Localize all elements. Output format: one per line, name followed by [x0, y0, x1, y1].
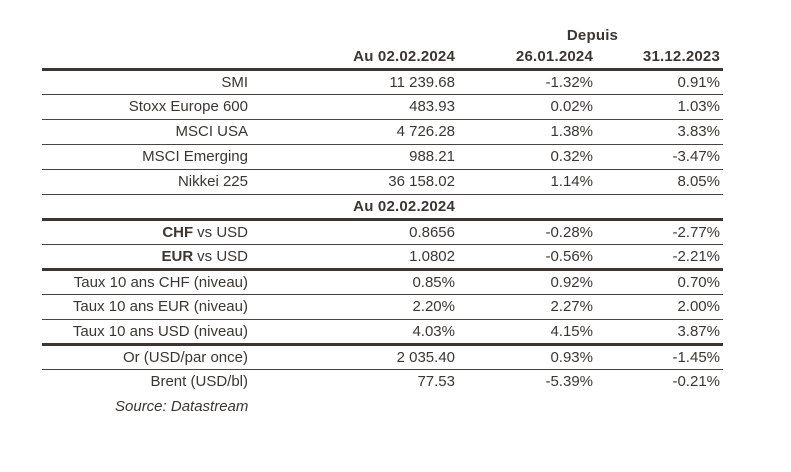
currency-pair-suffix: vs USD: [197, 223, 248, 241]
pct-cell: 2.27%: [455, 294, 593, 320]
currency-pair-suffix: vs USD: [197, 247, 248, 265]
pct-cell: 0.92%: [455, 269, 593, 295]
pct-cell: -0.28%: [455, 219, 593, 245]
value-cell: 11 239.68: [248, 69, 455, 95]
row-label: SMI: [42, 69, 248, 95]
row-label: Nikkei 225: [42, 169, 248, 195]
value-cell: 0.8656: [248, 219, 455, 245]
source-note: Source: Datastream: [115, 398, 249, 415]
pct-cell: -3.47%: [593, 144, 723, 170]
pct-cell: 1.14%: [455, 169, 593, 195]
table-row-msci-usa: MSCI USA 4 726.28 1.38% 3.83%: [42, 119, 723, 145]
row-label: Taux 10 ans USD (niveau): [42, 319, 248, 346]
value-cell: 4 726.28: [248, 119, 455, 145]
table-row-smi: SMI 11 239.68 -1.32% 0.91%: [42, 69, 723, 95]
row-label: CHF vs USD: [42, 219, 248, 245]
empty-cell: [455, 194, 593, 221]
table-row-nikkei: Nikkei 225 36 158.02 1.14% 8.05%: [42, 169, 723, 195]
value-cell: 77.53: [417, 373, 455, 391]
depuis-span-header: Depuis: [566, 27, 619, 44]
pct-cell: -1.32%: [455, 69, 593, 95]
pct-cell: 4.15%: [455, 319, 593, 346]
pct-cell: 0.02%: [455, 94, 593, 120]
value-cell: 988.21: [248, 144, 455, 170]
pct-cell: 0.70%: [593, 269, 723, 295]
mid-header-au-date: Au 02.02.2024: [248, 194, 455, 221]
value-cell: 483.93: [248, 94, 455, 120]
empty-header-cell: [42, 46, 248, 71]
row-label: MSCI Emerging: [42, 144, 248, 170]
table-row-gold: Or (USD/par once) 2 035.40 0.93% -1.45%: [42, 344, 723, 370]
row-label: EUR vs USD: [42, 244, 248, 271]
pct-cell: 0.91%: [593, 69, 723, 95]
row-label: Taux 10 ans CHF (niveau): [42, 269, 248, 295]
empty-cell: [593, 194, 723, 221]
row-label: Stoxx Europe 600: [42, 94, 248, 120]
pct-cell: 3.83%: [593, 119, 723, 145]
value-cell: 4.03%: [248, 319, 455, 346]
value-cell: 36 158.02: [248, 169, 455, 195]
column-header-since-week: 26.01.2024: [455, 46, 593, 71]
pct-cell: 1.38%: [455, 119, 593, 145]
currency-code: EUR: [161, 247, 194, 265]
pct-cell: 8.05%: [593, 169, 723, 195]
pct-cell: -5.39%: [545, 373, 593, 391]
pct-cell: -2.21%: [593, 244, 723, 271]
pct-cell: 1.03%: [593, 94, 723, 120]
row-label: MSCI USA: [42, 119, 248, 145]
row-label: Taux 10 ans EUR (niveau): [42, 294, 248, 320]
row-label: Or (USD/par once): [42, 344, 248, 370]
row-label: Brent (USD/bl): [150, 373, 248, 391]
pct-cell: 0.93%: [455, 344, 593, 370]
table-row-rate-eur: Taux 10 ans EUR (niveau) 2.20% 2.27% 2.0…: [42, 294, 723, 320]
pct-cell: -0.21%: [672, 373, 720, 391]
table-row-stoxx: Stoxx Europe 600 483.93 0.02% 1.03%: [42, 94, 723, 120]
market-data-table: Au 02.02.2024 26.01.2024 31.12.2023 SMI …: [42, 46, 723, 394]
table-row-rate-chf: Taux 10 ans CHF (niveau) 0.85% 0.92% 0.7…: [42, 269, 723, 295]
value-cell: 2 035.40: [248, 344, 455, 370]
value-cell: 1.0802: [248, 244, 455, 271]
column-header-since-year: 31.12.2023: [593, 46, 723, 71]
column-header-au-date: Au 02.02.2024: [248, 46, 455, 71]
table-row-rate-usd: Taux 10 ans USD (niveau) 4.03% 4.15% 3.8…: [42, 319, 723, 346]
pct-cell: 2.00%: [593, 294, 723, 320]
table-row-eur-usd: EUR vs USD 1.0802 -0.56% -2.21%: [42, 244, 723, 271]
empty-cell: [42, 194, 248, 221]
table-row-chf-usd: CHF vs USD 0.8656 -0.28% -2.77%: [42, 219, 723, 245]
value-cell: 0.85%: [248, 269, 455, 295]
currency-code: CHF: [162, 223, 194, 241]
column-header-row: Au 02.02.2024 26.01.2024 31.12.2023: [42, 46, 723, 71]
pct-cell: 0.32%: [455, 144, 593, 170]
mid-section-header-row: Au 02.02.2024: [42, 194, 723, 221]
pct-cell: -1.45%: [593, 344, 723, 370]
table-row-msci-emerging: MSCI Emerging 988.21 0.32% -3.47%: [42, 144, 723, 170]
table-row-brent: Brent (USD/bl) 77.53 -5.39% -0.21%: [42, 369, 723, 394]
pct-cell: -0.56%: [455, 244, 593, 271]
value-cell: 2.20%: [248, 294, 455, 320]
pct-cell: 3.87%: [593, 319, 723, 346]
market-summary-table: Depuis Au 02.02.2024 26.01.2024 31.12.20…: [42, 26, 723, 415]
pct-cell: -2.77%: [593, 219, 723, 245]
